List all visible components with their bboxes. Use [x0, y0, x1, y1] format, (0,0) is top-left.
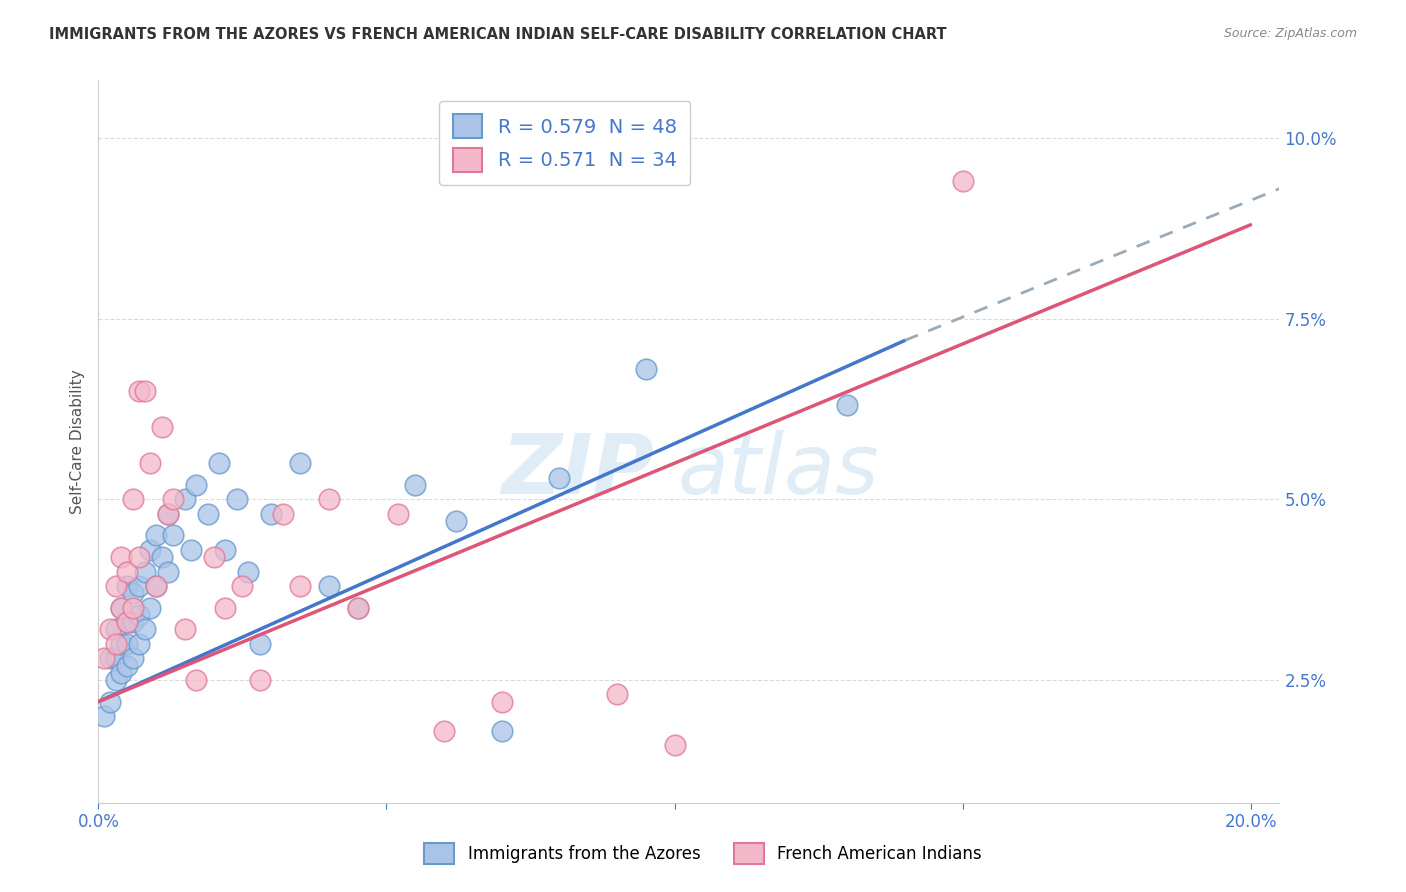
Point — [346, 600, 368, 615]
Point — [93, 651, 115, 665]
Text: Source: ZipAtlas.com: Source: ZipAtlas.com — [1223, 27, 1357, 40]
Point — [288, 456, 311, 470]
Point — [128, 637, 150, 651]
Point — [110, 550, 132, 565]
Point — [122, 492, 145, 507]
Point — [139, 542, 162, 557]
Point — [156, 507, 179, 521]
Point — [288, 579, 311, 593]
Point — [128, 384, 150, 398]
Point — [110, 600, 132, 615]
Legend: Immigrants from the Azores, French American Indians: Immigrants from the Azores, French Ameri… — [418, 837, 988, 871]
Point — [173, 492, 195, 507]
Point — [249, 673, 271, 687]
Point — [128, 607, 150, 622]
Point — [134, 565, 156, 579]
Point — [491, 695, 513, 709]
Point — [162, 492, 184, 507]
Point — [208, 456, 231, 470]
Point — [249, 637, 271, 651]
Point — [606, 687, 628, 701]
Point — [134, 623, 156, 637]
Point — [260, 507, 283, 521]
Point — [186, 478, 208, 492]
Point — [104, 637, 127, 651]
Text: atlas: atlas — [678, 430, 879, 511]
Point — [150, 550, 173, 565]
Point — [387, 507, 409, 521]
Point — [150, 420, 173, 434]
Point — [139, 600, 162, 615]
Point — [214, 542, 236, 557]
Point — [197, 507, 219, 521]
Point — [214, 600, 236, 615]
Point — [128, 550, 150, 565]
Point — [346, 600, 368, 615]
Point — [115, 565, 138, 579]
Point — [115, 615, 138, 630]
Point — [145, 579, 167, 593]
Point — [837, 398, 859, 412]
Point — [202, 550, 225, 565]
Point — [548, 471, 571, 485]
Point — [433, 723, 456, 738]
Point — [664, 738, 686, 752]
Point — [115, 637, 138, 651]
Point — [104, 623, 127, 637]
Point — [110, 637, 132, 651]
Point — [231, 579, 253, 593]
Point — [122, 651, 145, 665]
Point — [122, 615, 145, 630]
Point — [139, 456, 162, 470]
Point — [952, 174, 974, 188]
Point — [98, 651, 121, 665]
Y-axis label: Self-Care Disability: Self-Care Disability — [69, 369, 84, 514]
Point — [145, 528, 167, 542]
Point — [318, 579, 340, 593]
Point — [180, 542, 202, 557]
Point — [318, 492, 340, 507]
Point — [110, 600, 132, 615]
Point — [444, 514, 467, 528]
Point — [93, 709, 115, 723]
Point — [128, 579, 150, 593]
Point — [238, 565, 260, 579]
Point — [115, 579, 138, 593]
Point — [162, 528, 184, 542]
Point — [104, 673, 127, 687]
Point — [271, 507, 294, 521]
Legend: R = 0.579  N = 48, R = 0.571  N = 34: R = 0.579 N = 48, R = 0.571 N = 34 — [440, 101, 690, 186]
Point — [122, 600, 145, 615]
Point — [110, 665, 132, 680]
Point — [156, 507, 179, 521]
Text: ZIP: ZIP — [501, 430, 654, 511]
Point — [404, 478, 426, 492]
Point — [156, 565, 179, 579]
Point — [491, 723, 513, 738]
Point — [225, 492, 247, 507]
Point — [186, 673, 208, 687]
Point — [634, 362, 657, 376]
Point — [145, 579, 167, 593]
Point — [115, 658, 138, 673]
Text: IMMIGRANTS FROM THE AZORES VS FRENCH AMERICAN INDIAN SELF-CARE DISABILITY CORREL: IMMIGRANTS FROM THE AZORES VS FRENCH AME… — [49, 27, 946, 42]
Point — [104, 651, 127, 665]
Point — [122, 586, 145, 600]
Point — [134, 384, 156, 398]
Point — [115, 615, 138, 630]
Point — [98, 623, 121, 637]
Point — [104, 579, 127, 593]
Point — [98, 695, 121, 709]
Point — [173, 623, 195, 637]
